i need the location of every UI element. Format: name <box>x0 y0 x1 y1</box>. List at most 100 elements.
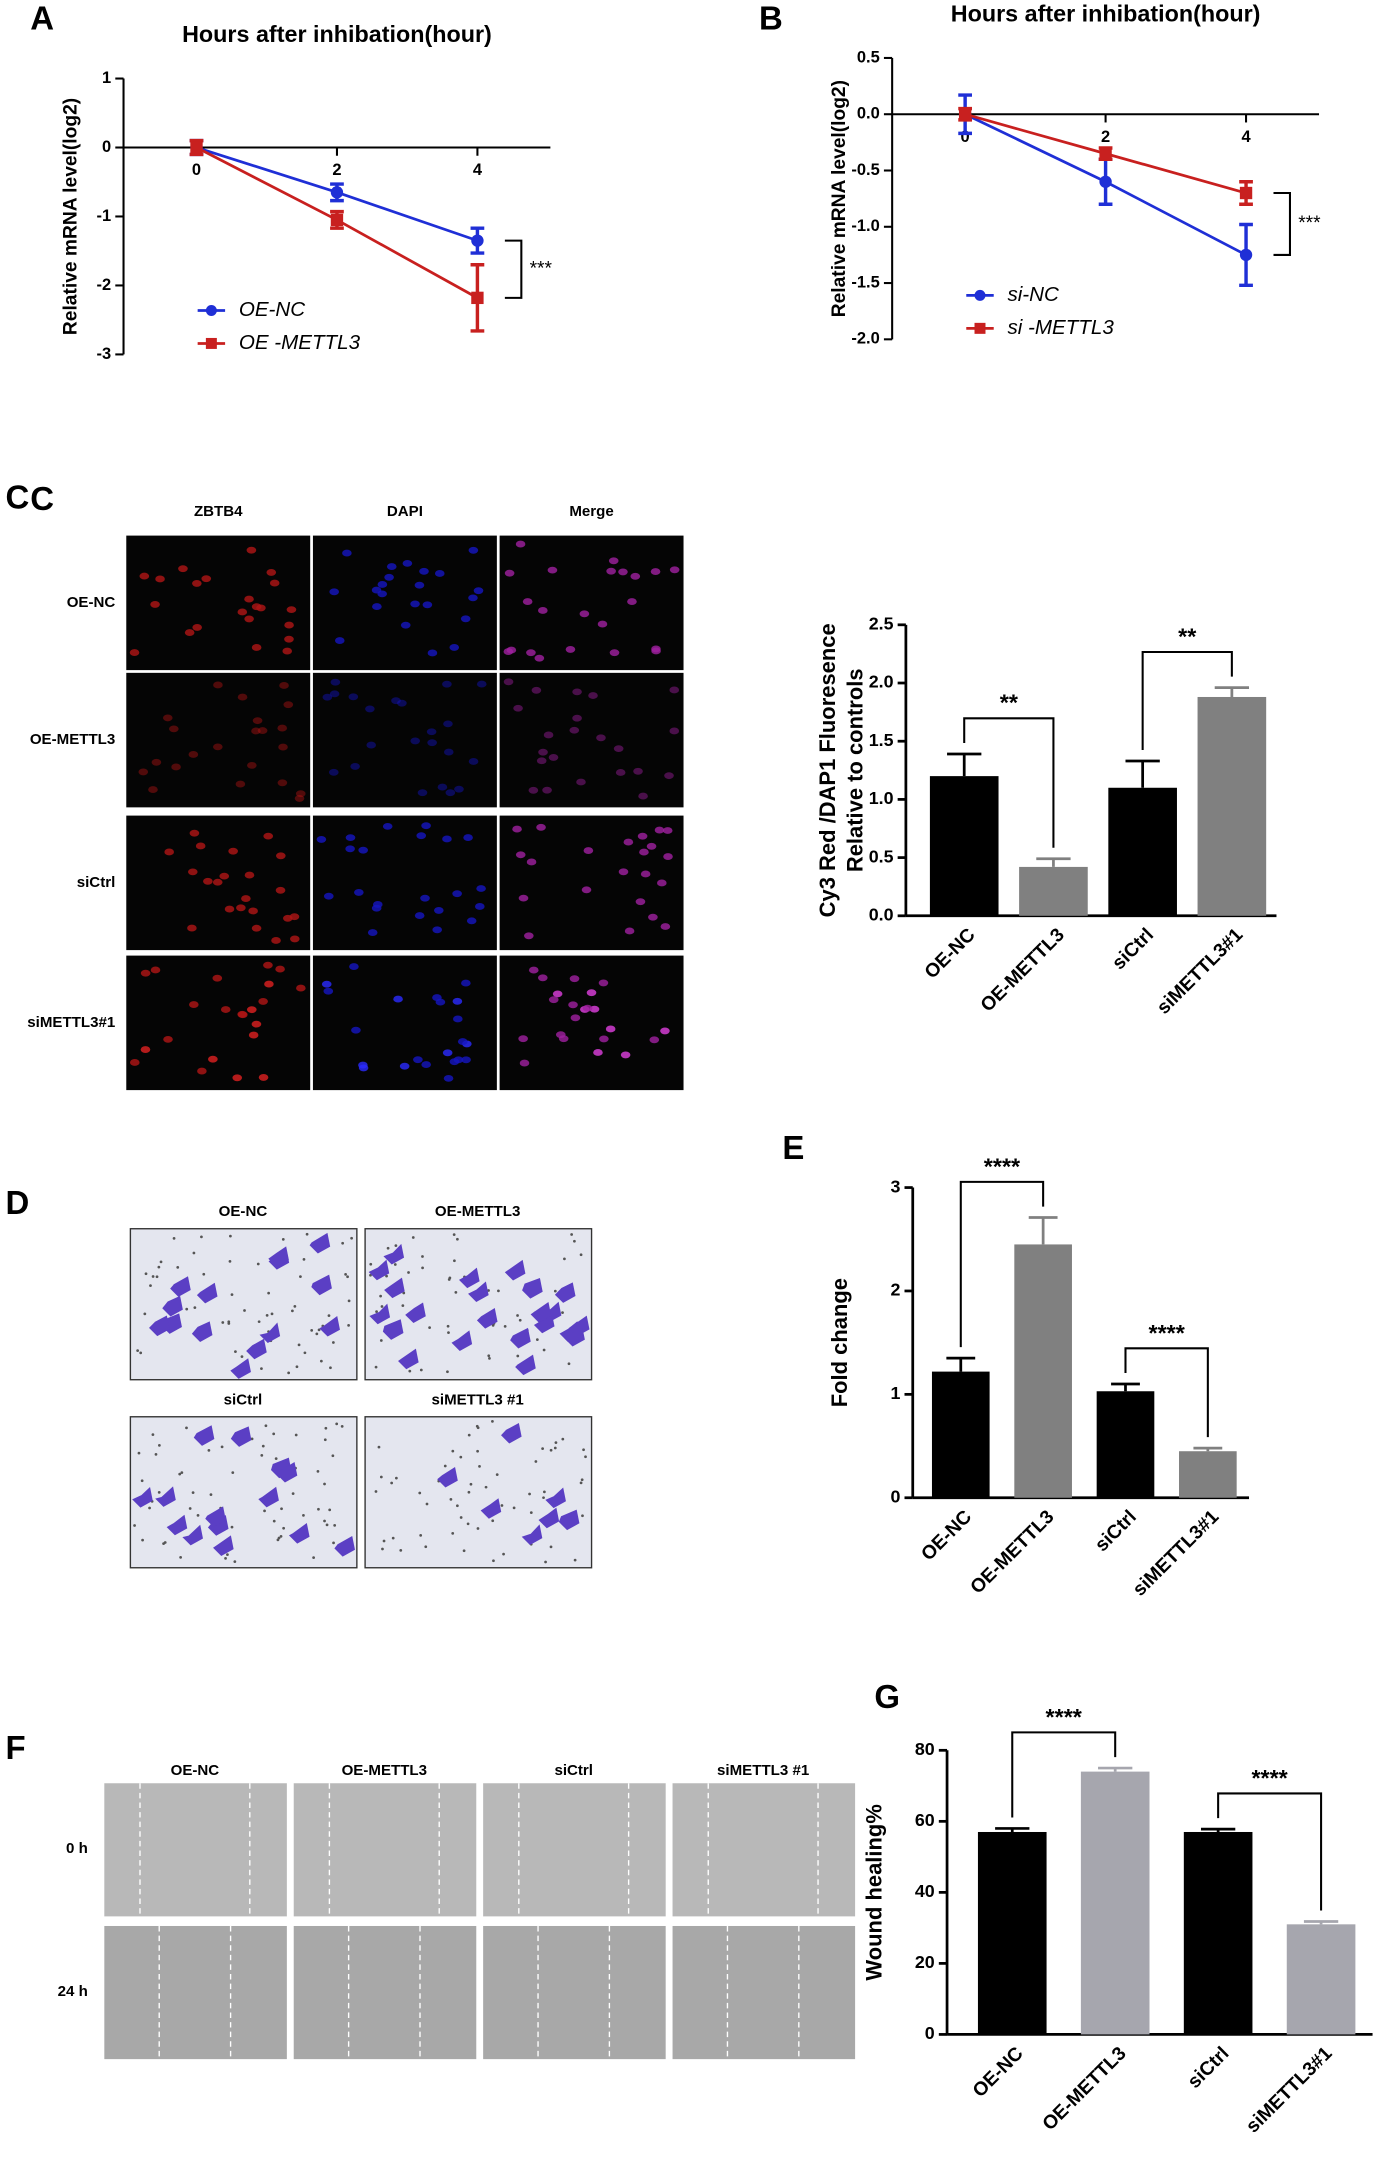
bar <box>977 1831 1047 2035</box>
cell <box>476 680 487 688</box>
cell <box>257 727 268 735</box>
cell <box>513 704 523 712</box>
micrograph <box>672 1783 856 1917</box>
pore <box>202 1272 206 1276</box>
pore <box>418 1491 422 1495</box>
y-axis-label: Relative mRNA level(log2) <box>60 98 81 335</box>
micrograph <box>499 672 684 808</box>
pore <box>279 1535 283 1538</box>
cell <box>329 690 340 698</box>
pore <box>332 1541 335 1545</box>
significance-bracket <box>959 1180 1045 1348</box>
pore <box>293 1304 297 1308</box>
cell <box>543 731 554 739</box>
cell <box>193 1425 215 1446</box>
pore <box>256 1262 260 1266</box>
pore <box>287 1371 291 1375</box>
cell <box>650 568 661 576</box>
panel-letter: C <box>30 480 54 517</box>
pore <box>149 1284 152 1287</box>
cell <box>228 847 238 855</box>
pore <box>230 1293 234 1296</box>
cell <box>576 778 586 786</box>
pore <box>452 1233 456 1236</box>
cell <box>442 835 452 843</box>
cell <box>586 989 597 997</box>
cell <box>278 743 288 751</box>
pore <box>303 1351 307 1355</box>
pore <box>144 1272 148 1276</box>
cell <box>148 786 158 794</box>
error-bar <box>1125 759 1160 788</box>
cell <box>442 680 452 688</box>
cell <box>350 762 360 770</box>
micrograph <box>499 815 684 951</box>
cell <box>151 758 162 766</box>
cell <box>268 1246 289 1267</box>
pore <box>582 1448 585 1452</box>
cell <box>236 904 246 912</box>
cell <box>195 842 206 850</box>
pore <box>333 1524 337 1527</box>
cell <box>648 913 658 921</box>
cell <box>443 720 453 728</box>
pore <box>297 1343 301 1347</box>
pore <box>544 1560 547 1564</box>
cell <box>537 974 548 982</box>
cell <box>521 1524 543 1545</box>
cell <box>615 769 626 776</box>
pore <box>323 1482 326 1486</box>
pore <box>549 1448 553 1452</box>
point <box>330 186 344 199</box>
pore <box>542 1348 546 1352</box>
pore <box>443 1464 447 1468</box>
cell <box>422 601 433 609</box>
pore <box>467 1433 471 1437</box>
pore <box>158 1443 161 1447</box>
cell <box>284 621 294 629</box>
cell <box>189 1001 199 1008</box>
cell <box>538 607 548 614</box>
cell <box>633 767 643 775</box>
pore <box>331 1454 335 1458</box>
pore <box>379 1294 382 1298</box>
pore <box>350 1236 353 1240</box>
pore <box>369 1273 372 1277</box>
pore <box>554 1441 558 1444</box>
pore <box>185 1307 189 1311</box>
bar <box>931 1371 990 1498</box>
cell <box>649 1036 660 1044</box>
column-label: ZBTB4 <box>194 503 243 520</box>
cell <box>246 1338 267 1360</box>
y-tick-label: 3 <box>890 1176 900 1196</box>
cell <box>296 984 306 992</box>
cell <box>662 827 673 834</box>
pore <box>379 1475 383 1479</box>
cell <box>569 975 580 983</box>
cell <box>515 540 526 548</box>
error-bar <box>1303 1920 1339 1925</box>
cell <box>286 606 297 614</box>
pore <box>295 1365 299 1369</box>
y-tick-label: -2 <box>97 276 112 294</box>
error-bar <box>995 1827 1030 1832</box>
cell <box>251 644 262 651</box>
cell <box>244 615 254 623</box>
cell <box>593 1049 603 1056</box>
y-tick-label: 80 <box>915 1739 935 1759</box>
cell <box>515 851 526 859</box>
pore <box>157 1265 161 1269</box>
pore <box>250 1437 254 1441</box>
y-tick-label: -1.0 <box>851 217 879 235</box>
cell <box>279 682 289 689</box>
pore <box>407 1271 410 1274</box>
cell <box>518 1035 528 1043</box>
pore <box>462 1549 466 1553</box>
x-tick-label: siMETTL3#1 <box>1242 2043 1336 2137</box>
cell <box>506 646 517 654</box>
cell <box>237 693 248 701</box>
bar <box>1108 787 1177 916</box>
bar <box>1179 1451 1237 1498</box>
cell <box>169 725 179 733</box>
